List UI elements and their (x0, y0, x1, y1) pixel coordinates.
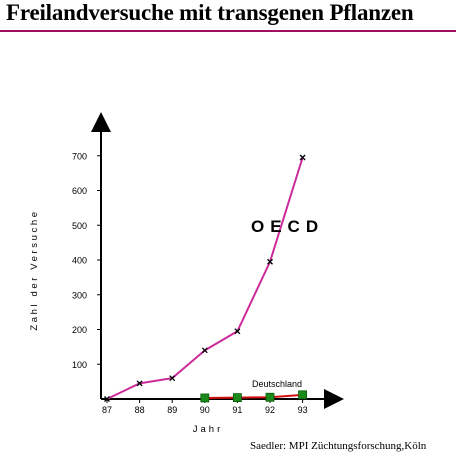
page-title: Freilandversuche mit transgenen Pflanzen (6, 0, 414, 25)
data-point-deutschland (200, 393, 210, 403)
x-tick-label: 89 (167, 405, 177, 415)
series-label-oecd: OECD (251, 217, 324, 236)
data-point-oecd (169, 375, 176, 382)
source-note: Saedler: MPI Züchtungsforschung,Köln (250, 440, 427, 452)
x-tick-label: 93 (298, 405, 308, 415)
series-line-oecd (106, 157, 304, 400)
data-point-deutschland (232, 393, 242, 403)
data-point-oecd (299, 154, 306, 161)
y-tick-label: 300 (72, 290, 87, 300)
series-label-deutschland: Deutschland (252, 379, 302, 389)
x-tick-label: 90 (200, 405, 210, 415)
x-tick-label: 91 (232, 405, 242, 415)
y-axis-label: Zahl der Versuche (29, 209, 40, 330)
data-point-oecd (234, 328, 241, 335)
x-tick-label: 88 (135, 405, 145, 415)
data-point-oecd (104, 396, 110, 402)
data-point-oecd (136, 380, 143, 387)
series-layer (104, 154, 308, 403)
series-line-deutschland (204, 393, 303, 399)
data-point-oecd (267, 258, 273, 265)
x-tick-label: 87 (102, 405, 112, 415)
x-axis-label: Jahr (193, 424, 223, 435)
title-underline (0, 30, 456, 32)
y-tick-label: 700 (72, 151, 87, 161)
y-tick-label: 200 (72, 325, 87, 335)
y-axis-ticks: 100 200 300 400 500 600 700 (72, 151, 101, 370)
data-point-oecd (201, 347, 208, 354)
y-tick-label: 600 (72, 186, 87, 196)
y-tick-label: 100 (72, 360, 87, 370)
x-tick-label: 92 (265, 405, 275, 415)
y-tick-label: 400 (72, 256, 87, 266)
data-point-deutschland (265, 392, 275, 402)
data-point-deutschland (298, 390, 308, 400)
y-tick-label: 500 (72, 221, 87, 231)
